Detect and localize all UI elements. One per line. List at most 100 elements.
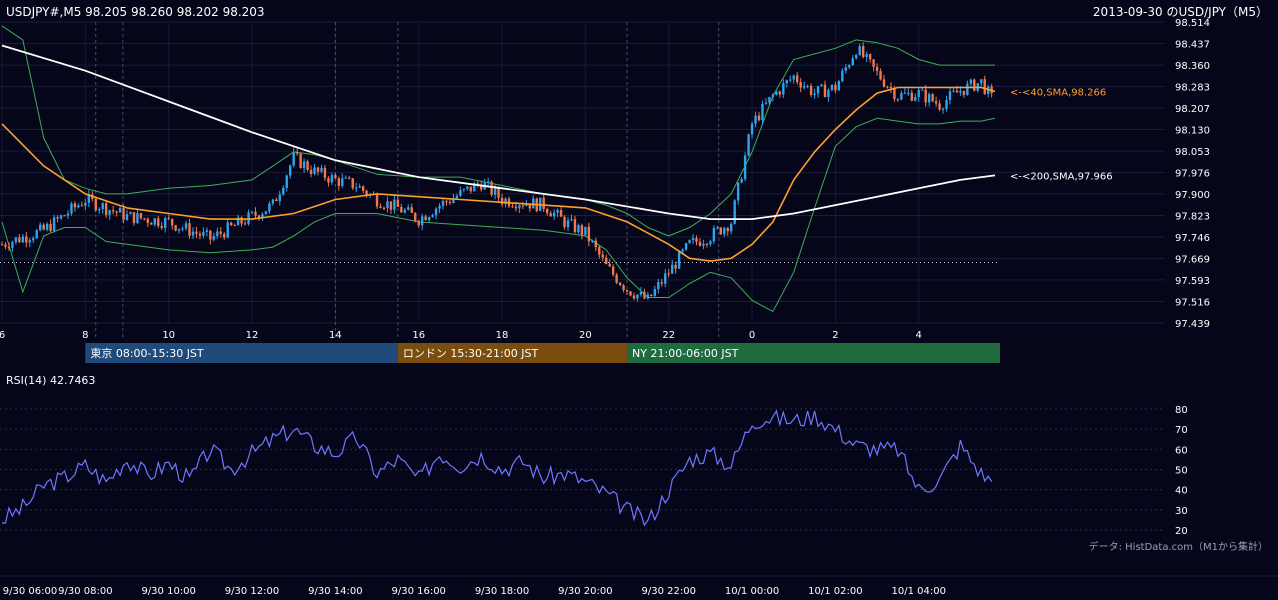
candle-body [577, 225, 580, 233]
candle-body [768, 97, 771, 103]
bollinger-lower [1, 117, 996, 313]
price-tick-label: 97.976 [1175, 169, 1210, 180]
candle-body [327, 178, 330, 183]
candle-body [886, 86, 889, 88]
candle-body [591, 240, 594, 242]
candle-body [889, 86, 893, 89]
candle-body [677, 251, 681, 269]
candle-body [490, 181, 493, 195]
candle-body [660, 282, 663, 284]
candle-body [181, 228, 184, 230]
candle-body [948, 91, 952, 100]
hour-tick-label: 14 [329, 330, 342, 341]
candle-body [143, 218, 146, 220]
candle-body [275, 199, 278, 202]
candle-body [681, 249, 684, 252]
candle-body [570, 219, 573, 221]
candle-body [802, 86, 806, 88]
candle-body [615, 274, 618, 283]
candle-body [330, 175, 334, 183]
candle-body [441, 200, 445, 206]
candle-body [414, 212, 417, 221]
candle-body [921, 89, 924, 91]
candle-body [841, 70, 844, 82]
candle-body [52, 217, 56, 232]
price-tick-label: 98.283 [1175, 83, 1210, 94]
candle-body [497, 188, 500, 198]
candle-body [844, 67, 848, 71]
candle-body [379, 206, 382, 208]
sma40-label: <-<40,SMA,98.266 [1010, 87, 1106, 98]
candle-body [77, 205, 80, 208]
candle-body [63, 215, 66, 217]
candle-body [466, 186, 469, 189]
candle-body [799, 82, 802, 88]
date-tick-label: 10/1 04:00 [892, 586, 946, 597]
candle-body [566, 220, 570, 228]
candle-body [125, 214, 129, 220]
candle-body [337, 178, 341, 186]
candle-body [104, 203, 108, 215]
candle-body [473, 183, 476, 192]
candle-body [730, 223, 733, 232]
candle-body [643, 291, 646, 299]
candle-body [879, 71, 882, 80]
candle-body [875, 66, 879, 72]
session-label: 東京 08:00-15:30 JST [90, 346, 204, 360]
candle-body [35, 230, 38, 239]
candle-body [664, 273, 667, 284]
candle-body [146, 218, 150, 223]
candle-body [42, 224, 45, 230]
candle-body [455, 195, 459, 199]
candle-body [226, 222, 229, 238]
candle-body [73, 203, 77, 208]
candle-body [257, 215, 261, 219]
candle-body [150, 222, 153, 225]
sma200-line [1, 44, 996, 221]
candle-body [49, 223, 52, 232]
candle-body [796, 75, 799, 83]
candle-body [254, 211, 257, 216]
candle-body [382, 207, 386, 209]
candle-body [924, 89, 927, 103]
candle-body [14, 237, 18, 243]
candle-body [278, 194, 281, 202]
candle-body [927, 94, 931, 103]
candle-body [605, 257, 608, 265]
session-band [397, 343, 628, 363]
candle-body [212, 236, 216, 240]
candle-body [945, 99, 948, 109]
candle-body [282, 187, 285, 195]
candle-body [188, 223, 191, 236]
candle-body [532, 198, 535, 209]
candle-body [771, 94, 775, 98]
candle-body [431, 215, 434, 218]
session-band [85, 343, 398, 363]
candle-body [348, 177, 351, 179]
candle-body [153, 218, 156, 225]
candle-body [639, 291, 643, 295]
rsi-tick-label: 60 [1175, 445, 1188, 456]
candle-body [240, 217, 243, 224]
candle-body [900, 93, 903, 100]
candle-body [695, 238, 698, 242]
candle-body [816, 86, 820, 94]
candle-body [959, 90, 962, 93]
moving-averages: <-<40,SMA,98.266 <-<200,SMA,97.966 [1, 44, 1113, 262]
candle-body [306, 161, 309, 170]
candle-body [38, 224, 42, 231]
candle-body [334, 175, 337, 179]
candle-body [323, 167, 327, 179]
symbol-info: USDJPY#,M5 98.205 98.260 98.202 98.203 [6, 5, 265, 19]
session-label: NY 21:00-06:00 JST [632, 347, 739, 360]
candle-body [396, 199, 400, 207]
candle-body [907, 92, 910, 94]
candle-body [670, 264, 674, 274]
candle-body [389, 201, 393, 210]
candle-body [750, 123, 754, 135]
candle-body [410, 207, 413, 213]
candle-body [806, 85, 809, 87]
candle-body [698, 241, 702, 246]
candle-body [632, 295, 636, 299]
candle-body [545, 208, 549, 214]
